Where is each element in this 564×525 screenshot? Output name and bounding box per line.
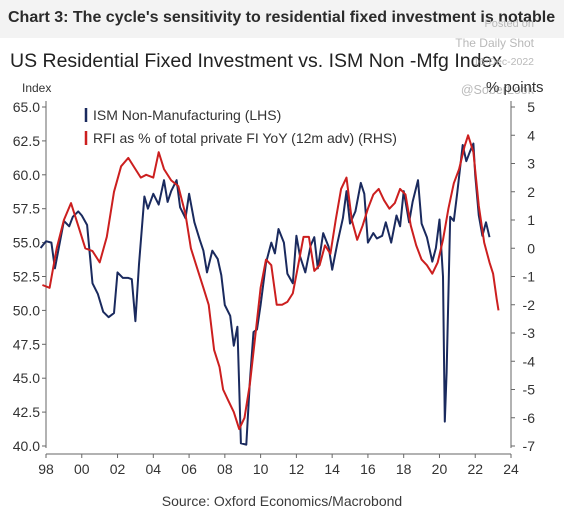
right-axis-tick-label: -2	[523, 297, 536, 313]
left-axis-tick-label: 62.5	[13, 133, 40, 149]
watermark-posted: Posted on	[484, 18, 534, 30]
left-axis-tick-label: 65.0	[13, 99, 40, 115]
left-axis-tick-label: 50.0	[13, 302, 40, 318]
left-axis-tick-label: 42.5	[13, 404, 40, 420]
x-axis-tick-label: 04	[146, 461, 162, 477]
x-axis-tick-label: 00	[74, 461, 90, 477]
watermark-handle: @SoberLook	[460, 83, 534, 97]
left-axis-tick-label: 45.0	[13, 370, 40, 386]
x-axis-tick-label: 16	[360, 461, 376, 477]
right-axis-tick-label: -3	[523, 325, 536, 341]
series-line-ism	[39, 142, 491, 446]
x-axis-tick-label: 24	[503, 461, 519, 477]
left-axis-tick-label: 47.5	[13, 336, 40, 352]
right-axis-tick-label: 3	[527, 156, 535, 172]
watermark-site: The Daily Shot	[455, 36, 534, 50]
right-axis-tick-label: 2	[527, 184, 535, 200]
header-band	[0, 0, 564, 38]
left-axis-tick-label: 40.0	[13, 438, 40, 454]
series-line-rfi	[42, 134, 500, 431]
left-axis-tick-label: 60.0	[13, 167, 40, 183]
right-axis-tick-label: -4	[523, 353, 536, 369]
left-axis-tick-label: 55.0	[13, 235, 40, 251]
x-axis-tick-label: 10	[253, 461, 269, 477]
source-note: Source: Oxford Economics/Macrobond	[161, 493, 403, 509]
x-axis-tick-label: 98	[38, 461, 54, 477]
left-axis-label: Index	[22, 81, 51, 95]
right-axis-tick-label: -7	[523, 438, 536, 454]
right-axis-label: % points	[486, 79, 544, 96]
x-axis-tick-label: 22	[467, 461, 483, 477]
right-axis-tick-label: 1	[527, 212, 535, 228]
left-axis-tick-label: 57.5	[13, 201, 40, 217]
legend-label-ism: ISM Non-Manufacturing (LHS)	[93, 107, 281, 123]
x-axis-tick-label: 14	[324, 461, 340, 477]
right-axis-tick-label: -6	[523, 410, 536, 426]
x-axis-tick-label: 06	[181, 461, 197, 477]
right-axis-tick-label: 0	[527, 240, 535, 256]
right-axis-tick-label: -5	[523, 382, 536, 398]
x-axis-tick-label: 18	[396, 461, 412, 477]
x-axis-tick-label: 20	[432, 461, 448, 477]
right-axis-tick-label: -1	[523, 269, 536, 285]
x-axis-tick-label: 08	[217, 461, 233, 477]
x-axis-tick-label: 12	[289, 461, 305, 477]
legend-label-rfi: RFI as % of total private FI YoY (12m ad…	[93, 130, 397, 146]
right-axis-tick-label: 4	[527, 127, 535, 143]
right-axis-tick-label: 5	[527, 99, 535, 115]
watermark-date: 16-Dec-2022	[473, 56, 534, 68]
x-axis-tick-label: 02	[110, 461, 126, 477]
chart-title: US Residential Fixed Investment vs. ISM …	[10, 50, 503, 72]
header-title: Chart 3: The cycle's sensitivity to resi…	[8, 9, 556, 26]
left-axis-tick-label: 52.5	[13, 269, 40, 285]
